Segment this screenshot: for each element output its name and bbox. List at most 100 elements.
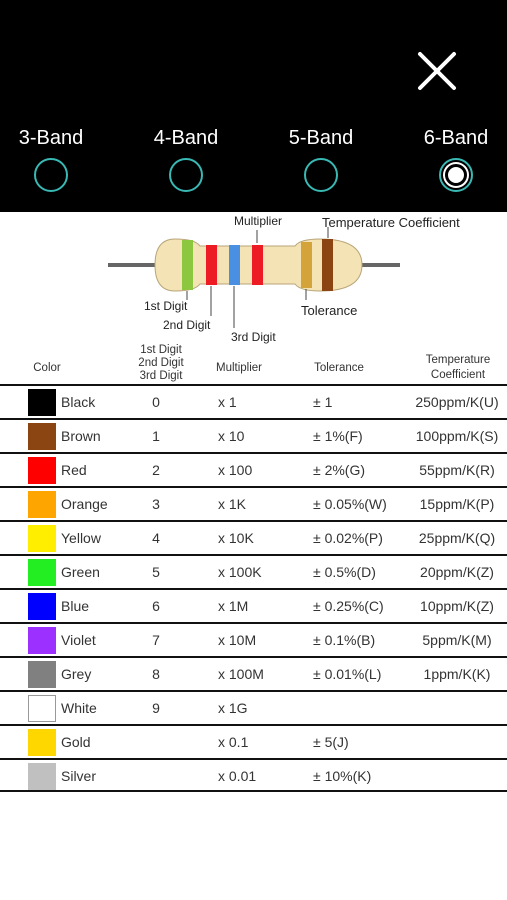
temp-coef-value bbox=[410, 760, 504, 792]
table-row: Silver x 0.01 ± 10%(K) bbox=[0, 758, 507, 792]
temp-coef-value: 5ppm/K(M) bbox=[422, 632, 492, 648]
color-swatch bbox=[28, 525, 56, 552]
multiplier-value: x 0.1 bbox=[218, 734, 249, 750]
tolerance-value: ± 1 bbox=[313, 394, 333, 410]
temp-coef-value bbox=[410, 692, 504, 724]
color-swatch bbox=[28, 423, 56, 450]
color-name: Grey bbox=[61, 666, 92, 682]
band-temp-coef bbox=[322, 239, 333, 291]
header-tolerance: Tolerance bbox=[314, 362, 364, 374]
color-name: Orange bbox=[61, 496, 108, 512]
tolerance-value: ± 10%(K) bbox=[313, 768, 372, 784]
radio-selected-ring bbox=[445, 164, 467, 186]
color-swatch bbox=[28, 559, 56, 586]
label-3rd-digit: 3rd Digit bbox=[231, 330, 276, 344]
multiplier-value: x 0.01 bbox=[218, 768, 257, 784]
band-option-5[interactable]: 5-Band bbox=[266, 126, 376, 196]
table-row: Brown 1 x 10 ± 1%(F) 100ppm/K(S) bbox=[0, 418, 507, 452]
temp-coef-value: 15ppm/K(P) bbox=[419, 496, 495, 512]
table-row: Gold x 0.1 ± 5(J) bbox=[0, 724, 507, 758]
temp-coef-value: 250ppm/K(U) bbox=[415, 394, 499, 410]
digit-value bbox=[140, 726, 172, 758]
band-option-4[interactable]: 4-Band bbox=[131, 126, 241, 196]
table-row: Black 0 x 1 ± 1 250ppm/K(U) bbox=[0, 384, 507, 418]
color-swatch bbox=[28, 457, 56, 484]
band-2nd-digit bbox=[206, 245, 217, 285]
close-x-icon bbox=[418, 52, 456, 90]
label-temp-coef: Temperature Coefficient bbox=[322, 215, 460, 230]
close-button[interactable] bbox=[410, 44, 464, 98]
table-row: Green 5 x 100K ± 0.5%(D) 20ppm/K(Z) bbox=[0, 554, 507, 588]
band-label: 6-Band bbox=[423, 127, 489, 149]
header-digit-1: 1st Digit bbox=[140, 344, 182, 356]
band-tolerance bbox=[301, 242, 312, 288]
table-row: Orange 3 x 1K ± 0.05%(W) 15ppm/K(P) bbox=[0, 486, 507, 520]
temp-coef-value: 10ppm/K(Z) bbox=[420, 598, 494, 614]
radio-button-selected[interactable] bbox=[439, 158, 473, 192]
temp-coef-value: 100ppm/K(S) bbox=[415, 428, 499, 444]
resistor-illustration: Multiplier Temperature Coefficient 1st D… bbox=[108, 214, 460, 344]
color-name: White bbox=[61, 700, 97, 716]
color-name: Brown bbox=[61, 428, 101, 444]
multiplier-value: x 100K bbox=[218, 564, 262, 580]
header-color: Color bbox=[33, 362, 61, 374]
color-name: Yellow bbox=[61, 530, 101, 546]
table-row: Blue 6 x 1M ± 0.25%(C) 10ppm/K(Z) bbox=[0, 588, 507, 622]
digit-value: 4 bbox=[152, 530, 160, 546]
band-option-3[interactable]: 3-Band bbox=[0, 126, 106, 196]
tolerance-value: ± 0.25%(C) bbox=[313, 598, 384, 614]
header-tc-2: Coefficient bbox=[430, 369, 486, 381]
color-name: Red bbox=[61, 462, 87, 478]
digit-value: 0 bbox=[152, 394, 160, 410]
table-row: Violet 7 x 10M ± 0.1%(B) 5ppm/K(M) bbox=[0, 622, 507, 656]
digit-value bbox=[140, 760, 172, 792]
multiplier-value: x 10K bbox=[218, 530, 254, 546]
digit-value: 8 bbox=[152, 666, 160, 682]
multiplier-value: x 10M bbox=[218, 632, 257, 648]
band-label: 3-Band bbox=[18, 127, 84, 149]
band-option-6[interactable]: 6-Band bbox=[401, 126, 507, 196]
multiplier-value: x 100M bbox=[218, 666, 264, 682]
color-name: Black bbox=[61, 394, 96, 410]
label-multiplier: Multiplier bbox=[234, 214, 282, 228]
temp-coef-value: 1ppm/K(K) bbox=[423, 666, 491, 682]
multiplier-value: x 1M bbox=[218, 598, 249, 614]
tolerance-value: ± 0.5%(D) bbox=[313, 564, 376, 580]
header-bar: 3-Band 4-Band 5-Band 6-Band bbox=[0, 0, 507, 212]
color-swatch bbox=[28, 695, 56, 722]
color-swatch bbox=[28, 661, 56, 688]
temp-coef-value: 20ppm/K(Z) bbox=[420, 564, 494, 580]
multiplier-value: x 100 bbox=[218, 462, 253, 478]
label-tolerance: Tolerance bbox=[301, 303, 357, 318]
color-name: Violet bbox=[61, 632, 96, 648]
resistor-diagram: Multiplier Temperature Coefficient 1st D… bbox=[100, 212, 480, 347]
header-multiplier: Multiplier bbox=[215, 362, 262, 374]
radio-button[interactable] bbox=[169, 158, 203, 192]
label-1st-digit: 1st Digit bbox=[144, 299, 188, 313]
multiplier-value: x 1 bbox=[218, 394, 237, 410]
tolerance-value: ± 5(J) bbox=[313, 734, 349, 750]
band-label: 5-Band bbox=[288, 127, 354, 149]
digit-value: 7 bbox=[152, 632, 160, 648]
color-swatch bbox=[28, 389, 56, 416]
color-swatch bbox=[28, 491, 56, 518]
table-row: Yellow 4 x 10K ± 0.02%(P) 25ppm/K(Q) bbox=[0, 520, 507, 554]
digit-value: 6 bbox=[152, 598, 160, 614]
color-swatch bbox=[28, 763, 56, 790]
radio-button[interactable] bbox=[34, 158, 68, 192]
color-name: Green bbox=[61, 564, 100, 580]
multiplier-value: x 10 bbox=[218, 428, 245, 444]
header-digit-3: 3rd Digit bbox=[139, 370, 183, 382]
digit-value: 3 bbox=[152, 496, 160, 512]
header-tc-1: Temperature bbox=[425, 354, 491, 366]
multiplier-value: x 1K bbox=[218, 496, 247, 512]
table-row: Red 2 x 100 ± 2%(G) 55ppm/K(R) bbox=[0, 452, 507, 486]
table-row: Grey 8 x 100M ± 0.01%(L) 1ppm/K(K) bbox=[0, 656, 507, 690]
color-name: Blue bbox=[61, 598, 90, 614]
digit-value: 1 bbox=[152, 428, 160, 444]
band-1st-digit bbox=[182, 240, 193, 290]
temp-coef-value bbox=[410, 726, 504, 758]
color-swatch bbox=[28, 729, 56, 756]
band-3rd-digit bbox=[229, 245, 240, 285]
radio-button[interactable] bbox=[304, 158, 338, 192]
